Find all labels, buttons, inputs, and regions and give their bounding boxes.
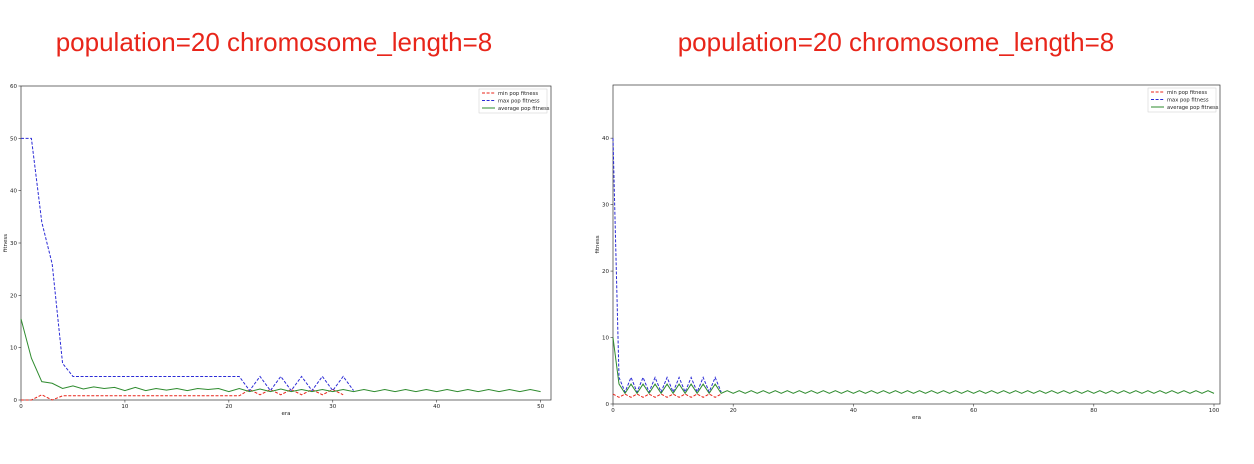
series-line-max-pop-fitness [612, 138, 722, 394]
x-tick-label: 20 [225, 404, 232, 410]
y-tick-label: 30 [602, 203, 609, 209]
series-line-min-pop-fitness [21, 388, 344, 401]
y-axis-label: fitness [3, 234, 9, 252]
legend-entry: max pop fitness [1167, 97, 1209, 103]
y-tick-label: 60 [10, 84, 17, 90]
series-line-average-pop-fitness [612, 337, 1215, 395]
x-tick-label: 30 [329, 404, 336, 410]
y-tick-label: 20 [10, 293, 17, 299]
x-tick-label: 60 [970, 408, 977, 414]
legend-entry: max pop fitness [498, 98, 540, 104]
y-tick-label: 20 [602, 269, 609, 275]
x-tick-label: 50 [537, 404, 544, 410]
x-axis-label: era [281, 411, 290, 417]
legend-entry: average pop fitness [498, 106, 550, 112]
x-tick-label: 40 [433, 404, 440, 410]
x-tick-label: 0 [19, 404, 23, 410]
y-tick-label: 40 [10, 189, 17, 195]
chart-title-left: population=20 chromosome_length=8 [55, 27, 493, 57]
y-tick-label: 50 [10, 136, 17, 142]
chart-title-right: population=20 chromosome_length=8 [677, 27, 1115, 57]
x-tick-label: 100 [1209, 408, 1220, 414]
legend-entry: min pop fitness [1167, 90, 1207, 96]
y-axis-label: fitness [595, 235, 601, 253]
y-tick-label: 30 [10, 241, 17, 247]
x-tick-label: 10 [121, 404, 128, 410]
legend-box [1147, 87, 1217, 113]
y-tick-label: 10 [602, 336, 609, 342]
y-tick-label: 40 [602, 136, 609, 142]
legend-entry: average pop fitness [1167, 105, 1219, 111]
series-line-min-pop-fitness [612, 393, 722, 398]
x-tick-label: 40 [850, 408, 857, 414]
x-tick-label: 20 [730, 408, 737, 414]
x-axis-label: era [912, 415, 921, 421]
y-tick-label: 10 [10, 346, 17, 352]
x-tick-label: 80 [1090, 408, 1097, 414]
x-tick-label: 0 [611, 408, 615, 414]
y-tick-label: 0 [606, 402, 610, 408]
legend-box [478, 88, 548, 114]
plot-frame [612, 84, 1221, 405]
y-tick-label: 0 [14, 398, 18, 404]
legend-entry: min pop fitness [498, 91, 538, 97]
